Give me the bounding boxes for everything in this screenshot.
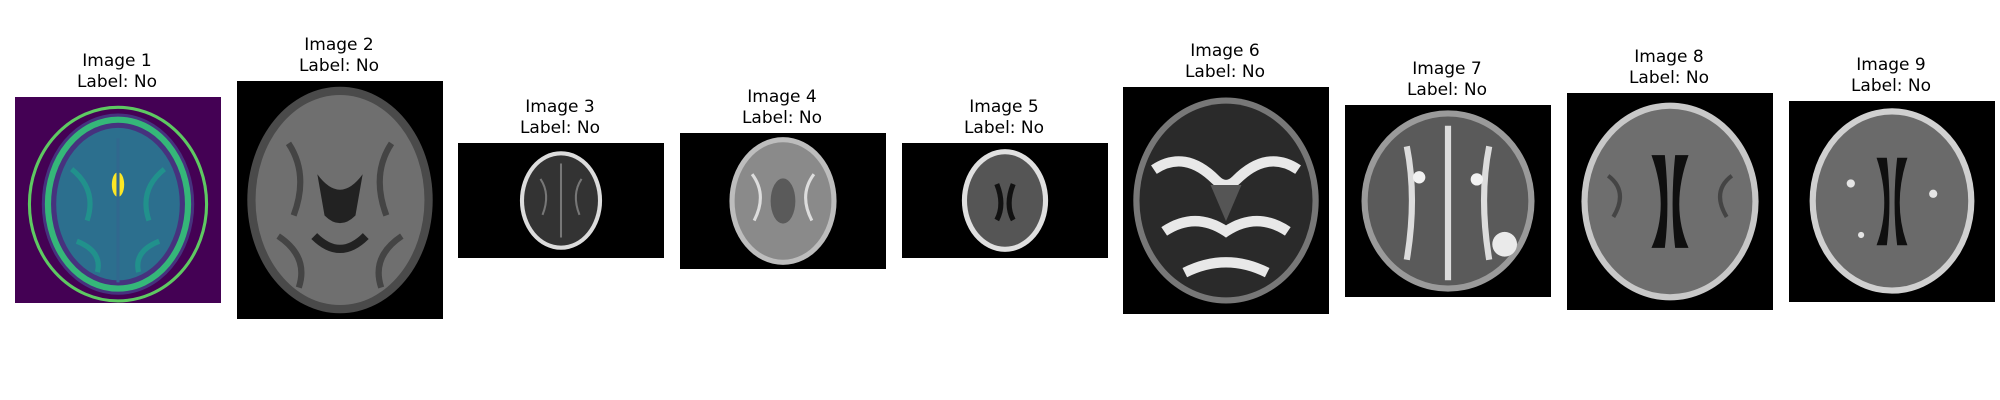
image-1-label: Label: No	[76, 72, 158, 92]
image-9-mri-scan	[1789, 101, 1995, 302]
image-2-mri-scan	[237, 81, 443, 319]
image-1-title: Image 1	[82, 51, 152, 71]
image-7-title: Image 7	[1412, 59, 1482, 79]
image-7-label: Label: No	[1406, 80, 1488, 100]
image-3-mri-scan	[458, 143, 664, 258]
image-3-caption: Image 3 Label: No	[430, 97, 690, 139]
image-2-caption: Image 2 Label: No	[209, 35, 469, 77]
image-7-caption: Image 7 Label: No	[1317, 59, 1577, 101]
image-5-mri-scan	[902, 143, 1108, 258]
image-6-title: Image 6	[1190, 41, 1260, 61]
image-4-mri-scan	[680, 133, 886, 269]
image-9-title: Image 9	[1856, 55, 1926, 75]
image-5-title: Image 5	[969, 97, 1039, 117]
image-8-label: Label: No	[1628, 68, 1710, 88]
image-8-title: Image 8	[1634, 47, 1704, 67]
image-3-title: Image 3	[525, 97, 595, 117]
image-5-label: Label: No	[963, 118, 1045, 138]
image-2-title: Image 2	[304, 35, 374, 55]
image-9-label: Label: No	[1850, 76, 1932, 96]
image-6-mri-scan	[1123, 87, 1329, 314]
image-4-caption: Image 4 Label: No	[652, 87, 912, 129]
image-8-caption: Image 8 Label: No	[1539, 47, 1799, 89]
image-3-label: Label: No	[519, 118, 601, 138]
image-9-caption: Image 9 Label: No	[1761, 55, 2000, 97]
image-6-caption: Image 6 Label: No	[1095, 41, 1355, 83]
image-1-caption: Image 1 Label: No	[0, 51, 247, 93]
image-4-label: Label: No	[741, 108, 823, 128]
image-8-mri-scan	[1567, 93, 1773, 310]
image-4-title: Image 4	[747, 87, 817, 107]
image-1-mri-scan	[15, 97, 221, 303]
image-7-mri-scan	[1345, 105, 1551, 297]
image-6-label: Label: No	[1184, 62, 1266, 82]
image-5-caption: Image 5 Label: No	[874, 97, 1134, 139]
image-2-label: Label: No	[298, 56, 380, 76]
